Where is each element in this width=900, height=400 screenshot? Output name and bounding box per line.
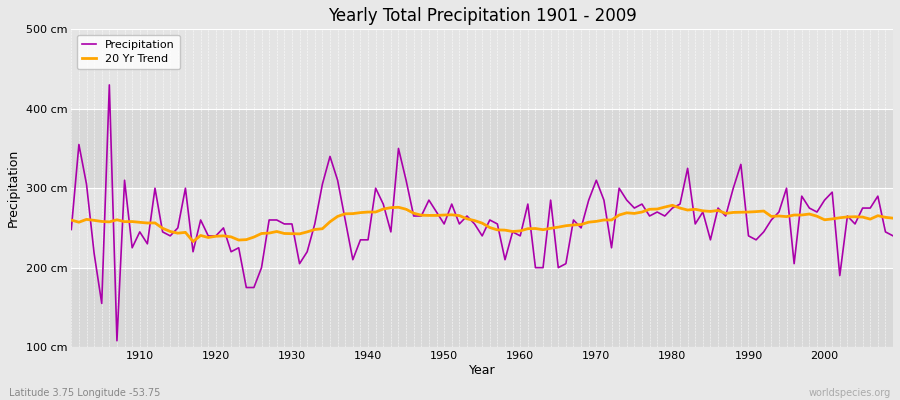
Line: Precipitation: Precipitation xyxy=(71,85,893,341)
20 Yr Trend xyxy=(614,213,625,218)
Precipitation xyxy=(112,338,122,343)
Precipitation xyxy=(310,222,320,226)
Text: Latitude 3.75 Longitude -53.75: Latitude 3.75 Longitude -53.75 xyxy=(9,388,160,398)
20 Yr Trend xyxy=(127,219,138,224)
Bar xyxy=(71,188,893,268)
20 Yr Trend xyxy=(667,203,678,208)
Legend: Precipitation, 20 Yr Trend: Precipitation, 20 Yr Trend xyxy=(76,35,180,70)
20 Yr Trend xyxy=(66,218,77,222)
Y-axis label: Precipitation: Precipitation xyxy=(7,149,20,227)
20 Yr Trend xyxy=(887,216,898,220)
Title: Yearly Total Precipitation 1901 - 2009: Yearly Total Precipitation 1901 - 2009 xyxy=(328,7,636,25)
Precipitation xyxy=(142,242,153,246)
Line: 20 Yr Trend: 20 Yr Trend xyxy=(71,205,893,242)
20 Yr Trend xyxy=(302,230,312,234)
Precipitation xyxy=(530,265,541,270)
Precipitation xyxy=(522,202,533,206)
20 Yr Trend xyxy=(347,211,358,216)
20 Yr Trend xyxy=(515,228,526,233)
Bar xyxy=(71,29,893,109)
Precipitation xyxy=(621,198,632,202)
Precipitation xyxy=(887,234,898,238)
Precipitation xyxy=(104,82,114,87)
Precipitation xyxy=(355,238,365,242)
X-axis label: Year: Year xyxy=(469,364,496,377)
Bar xyxy=(71,268,893,347)
20 Yr Trend xyxy=(522,226,533,231)
20 Yr Trend xyxy=(187,239,198,244)
Bar xyxy=(71,109,893,188)
Precipitation xyxy=(66,227,77,232)
Text: worldspecies.org: worldspecies.org xyxy=(809,388,891,398)
